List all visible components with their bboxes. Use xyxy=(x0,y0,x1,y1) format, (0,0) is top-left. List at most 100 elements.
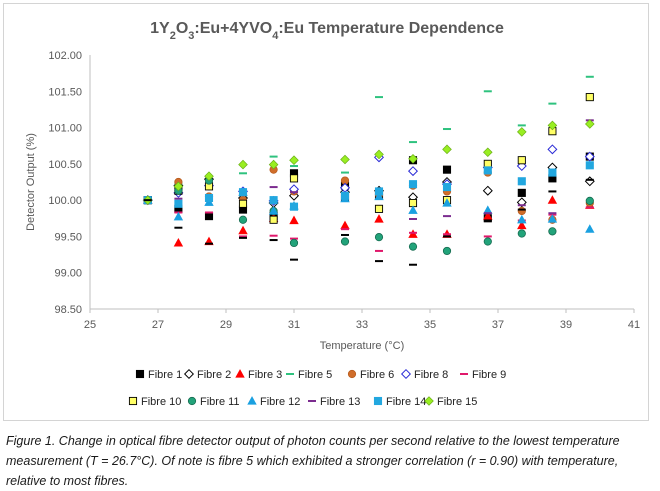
legend-marker xyxy=(235,369,245,378)
data-point xyxy=(340,154,350,165)
legend-item-fibre-6: Fibre 6 xyxy=(347,369,394,381)
series-fibre-15 xyxy=(143,119,595,205)
data-point xyxy=(289,155,299,166)
data-point xyxy=(442,183,452,192)
legend-marker xyxy=(347,369,357,379)
data-point xyxy=(289,202,299,211)
data-point xyxy=(482,185,493,196)
legend-label: Fibre 5 xyxy=(298,369,332,381)
series-fibre-14 xyxy=(143,161,594,211)
legend-label: Fibre 12 xyxy=(260,396,300,408)
data-point xyxy=(442,198,452,207)
data-point xyxy=(517,177,526,186)
data-point xyxy=(408,180,418,189)
data-point xyxy=(584,151,595,162)
data-point xyxy=(408,242,418,251)
legend-item-fibre-3: Fibre 3 xyxy=(235,369,282,381)
data-point xyxy=(483,211,493,220)
data-point xyxy=(585,93,594,102)
data-point xyxy=(204,171,214,181)
legend-label: Fibre 13 xyxy=(320,396,360,408)
data-point xyxy=(483,166,492,175)
data-point xyxy=(548,227,557,236)
data-point xyxy=(517,127,527,137)
data-point xyxy=(517,214,527,224)
data-point xyxy=(289,215,299,225)
data-point xyxy=(238,225,248,235)
data-point xyxy=(585,119,595,129)
x-tick-label: 41 xyxy=(628,319,640,331)
data-point xyxy=(517,229,526,238)
legend-item-fibre-5: Fibre 5 xyxy=(286,369,332,381)
y-tick-label: 99.00 xyxy=(54,268,82,280)
data-point xyxy=(374,187,384,196)
legend-marker xyxy=(187,396,197,406)
legend-label: Fibre 1 xyxy=(148,369,182,381)
data-point xyxy=(374,204,384,213)
y-tick-label: 102.00 xyxy=(48,50,82,62)
chart-frame: 1Y2O3:Eu+4YVO4:Eu Temperature Dependence… xyxy=(3,3,649,421)
legend-marker xyxy=(373,396,383,406)
data-point xyxy=(407,166,419,177)
x-tick-label: 33 xyxy=(356,319,368,331)
data-point xyxy=(173,238,184,247)
data-point xyxy=(238,215,248,224)
data-point xyxy=(517,220,527,230)
data-point xyxy=(547,195,558,204)
data-point xyxy=(585,224,595,233)
data-point xyxy=(340,237,350,246)
data-point xyxy=(238,159,248,170)
legend-label: Fibre 6 xyxy=(360,369,394,381)
data-point xyxy=(517,206,526,216)
data-point xyxy=(268,206,279,215)
legend-label: Fibre 2 xyxy=(197,369,231,381)
legend-item-fibre-2: Fibre 2 xyxy=(183,368,231,381)
legend-item-fibre-13: Fibre 13 xyxy=(308,396,360,408)
data-point xyxy=(442,246,452,256)
legend-marker xyxy=(400,368,412,380)
data-point xyxy=(238,188,248,197)
legend-item-fibre-15: Fibre 15 xyxy=(424,396,477,408)
x-tick-label: 27 xyxy=(152,319,164,331)
series-fibre-16 xyxy=(143,178,594,266)
data-point xyxy=(269,196,278,205)
data-point xyxy=(340,220,350,230)
chart-title: 1Y2O3:Eu+4YVO4:Eu Temperature Dependence xyxy=(150,20,504,42)
data-point xyxy=(289,174,299,183)
data-point xyxy=(442,165,452,174)
data-point xyxy=(442,144,452,155)
x-tick-label: 29 xyxy=(220,319,232,331)
data-point xyxy=(517,188,526,197)
data-point xyxy=(547,214,558,223)
plot-area: 98.50 99.00 99.50 100.00 100.50 101.00 101.50 1… xyxy=(25,50,640,352)
legend-label: Fibre 14 xyxy=(386,396,426,408)
data-point xyxy=(173,211,184,221)
legend-marker xyxy=(128,396,138,406)
data-point xyxy=(374,233,384,242)
data-point xyxy=(408,153,418,164)
data-point xyxy=(585,161,594,170)
figure-caption: Figure 1. Change in optical fibre detect… xyxy=(6,434,620,488)
data-point xyxy=(269,215,278,224)
data-point xyxy=(173,181,184,192)
y-tick-label: 100.50 xyxy=(48,159,82,171)
data-point xyxy=(374,214,384,223)
x-tick-label: 25 xyxy=(84,319,96,331)
legend-marker xyxy=(183,368,195,380)
legend-marker xyxy=(247,396,257,405)
data-point xyxy=(547,144,558,155)
legend-label: Fibre 10 xyxy=(141,396,181,408)
data-point xyxy=(547,120,558,131)
data-point xyxy=(585,196,594,205)
data-point xyxy=(374,149,384,160)
x-tick-label: 35 xyxy=(424,319,436,331)
legend-label: Fibre 15 xyxy=(437,396,477,408)
data-point xyxy=(483,147,493,158)
data-point xyxy=(204,212,214,221)
data-point xyxy=(548,168,557,177)
data-point xyxy=(238,199,248,208)
legend-label: Fibre 9 xyxy=(472,369,506,381)
x-tick-label: 37 xyxy=(492,319,504,331)
legend-item-fibre-10: Fibre 10 xyxy=(128,396,181,408)
legend-label: Fibre 11 xyxy=(200,396,240,408)
